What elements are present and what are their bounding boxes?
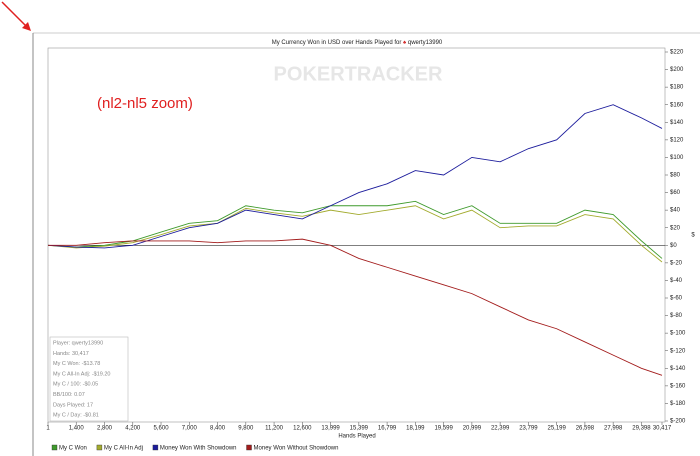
x-tick-label: 11,200 <box>265 426 284 432</box>
info-line: Player: qwerty13990 <box>53 340 103 346</box>
y-tick-label: $-200 <box>670 419 686 425</box>
y-tick-label: $100 <box>670 155 684 161</box>
legend-label: My C All-In Adj <box>104 446 143 452</box>
y-tick-label: $-100 <box>670 331 686 337</box>
x-tick-label: 19,599 <box>434 426 453 432</box>
y-tick-label: $180 <box>670 85 684 91</box>
x-tick-label: 30,417 <box>653 426 672 432</box>
info-line: My C / 100: -$0.05 <box>53 382 98 388</box>
info-line: My C All-In Adj: -$19.20 <box>53 371 110 377</box>
x-tick-label: 1 <box>46 426 50 432</box>
legend-label: My C Won <box>59 446 87 452</box>
x-tick-label: 18,199 <box>406 426 425 432</box>
x-tick-label: 22,399 <box>491 426 510 432</box>
y-tick-label: $20 <box>670 225 681 231</box>
y-tick-label: $-160 <box>670 383 686 389</box>
series-line <box>47 205 663 263</box>
x-tick-label: 8,400 <box>210 426 226 432</box>
x-tick-label: 23,799 <box>519 426 538 432</box>
y-tick-label: $220 <box>670 50 684 56</box>
x-tick-label: 16,799 <box>378 426 397 432</box>
y-tick-label: $-80 <box>670 313 683 319</box>
arrow <box>1 1 30 30</box>
plot-frame <box>47 47 666 423</box>
legend-label: Money Won With Showdown <box>160 446 237 452</box>
x-tick-label: 25,199 <box>547 426 566 432</box>
x-tick-label: 9,800 <box>238 426 254 432</box>
y-tick-label: $-140 <box>670 366 686 372</box>
y-tick-label: $140 <box>670 120 684 126</box>
x-tick-label: 27,998 <box>604 426 623 432</box>
x-tick-label: 1,400 <box>69 426 85 432</box>
series-line <box>48 238 663 376</box>
x-tick-label: 26,598 <box>576 426 595 432</box>
spade-icon: ♠ <box>401 40 408 46</box>
arrow-head <box>22 22 31 31</box>
annotation: (nl2-nl5 zoom) <box>97 95 193 112</box>
x-tick-label: 4,200 <box>125 426 141 432</box>
y-tick-label: $-180 <box>670 401 686 407</box>
info-line: Days Played: 17 <box>53 402 93 408</box>
y-tick-label: $-60 <box>670 296 683 302</box>
legend-swatch <box>96 444 103 451</box>
x-tick-label: 29,398 <box>632 426 651 432</box>
y-tick-label: $200 <box>670 67 684 73</box>
legend-swatch <box>246 444 252 451</box>
info-box <box>49 336 129 422</box>
info-line: Hands: 30,417 <box>53 351 89 357</box>
chart-title: My Currency Won in USD over Hands Played… <box>272 40 443 46</box>
y-tick-label: $160 <box>670 102 684 108</box>
x-tick-label: 12,600 <box>293 426 312 432</box>
x-tick-label: 15,399 <box>350 426 369 432</box>
y-tick-label: $80 <box>670 173 681 179</box>
info-line: My C / Day: -$0.81 <box>53 413 99 419</box>
y-tick-label: $-20 <box>670 260 683 266</box>
y-axis-label: $ <box>691 233 695 239</box>
title-text: My Currency Won in USD over Hands Played… <box>272 40 402 46</box>
legend-swatch <box>152 444 159 451</box>
title-player: qwerty13990 <box>408 40 443 46</box>
x-tick-label: 5,600 <box>154 426 170 432</box>
info-line: My C Won: -$13.78 <box>53 361 100 367</box>
x-tick-label: 2,800 <box>97 426 113 432</box>
legend-label: Money Won Without Showdown <box>254 446 339 452</box>
x-axis-label: Hands Played <box>338 434 375 440</box>
legend-swatch <box>51 444 58 451</box>
y-tick-label: $120 <box>670 137 684 143</box>
watermark: POKERTRACKER <box>274 63 443 85</box>
y-tick-label: $60 <box>670 190 681 196</box>
x-tick-label: 20,999 <box>463 426 482 432</box>
series-line <box>47 200 663 259</box>
y-tick-label: $0 <box>670 243 677 249</box>
info-line: BB/100: 0.07 <box>53 392 85 398</box>
x-tick-label: 7,000 <box>182 426 198 432</box>
series-line <box>47 104 663 249</box>
y-tick-label: $40 <box>670 208 681 214</box>
y-tick-label: $-40 <box>670 278 683 284</box>
x-tick-label: 13,999 <box>321 426 340 432</box>
y-tick-label: $-120 <box>670 348 686 354</box>
